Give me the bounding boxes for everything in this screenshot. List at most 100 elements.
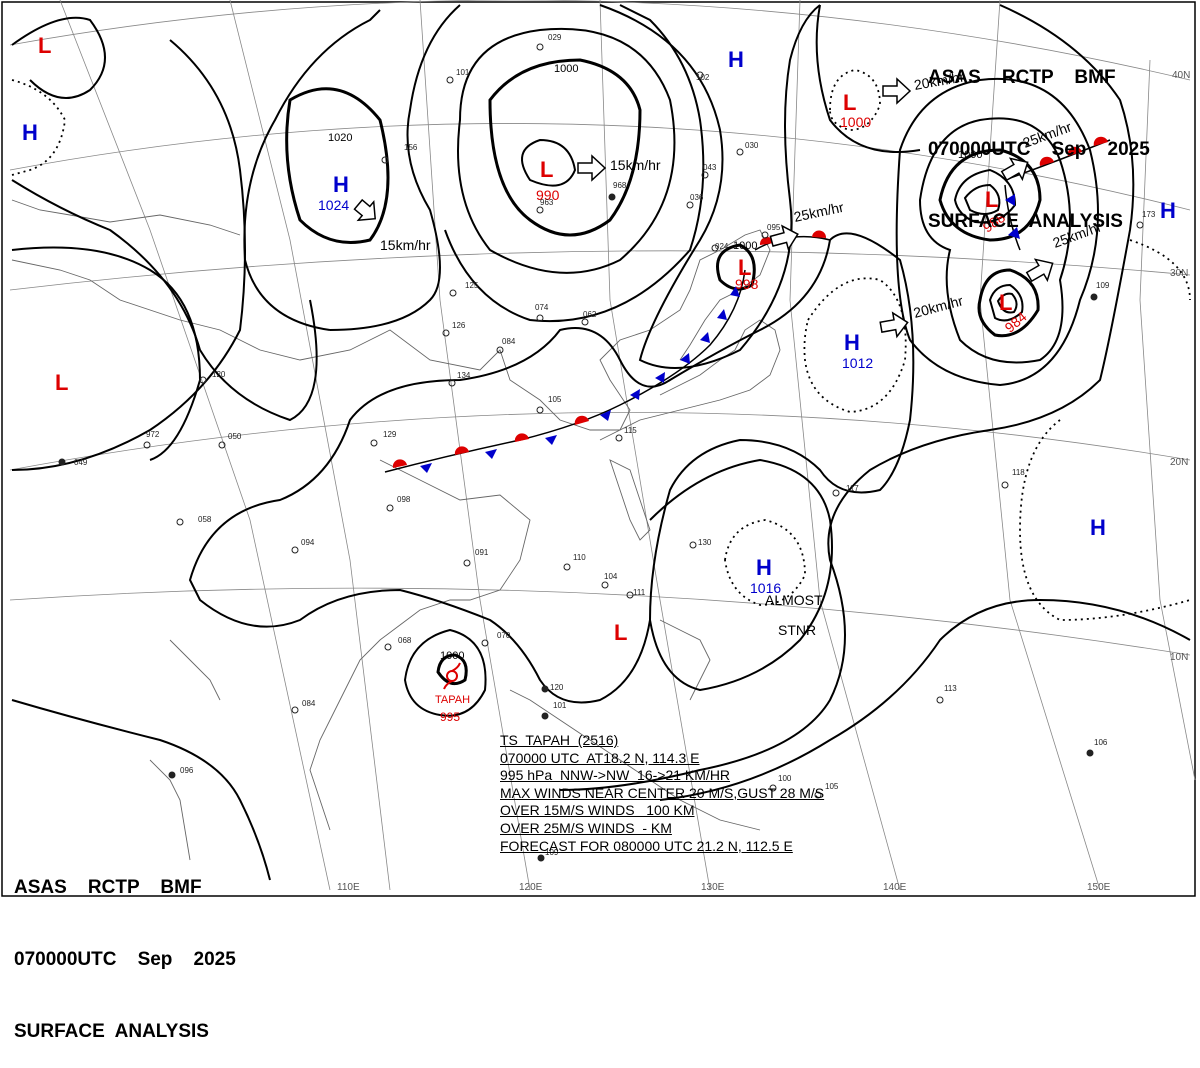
ts-bulletin-line7: FORECAST FOR 080000 UTC 21.2 N, 112.5 E	[500, 837, 793, 854]
svg-text:109: 109	[1096, 281, 1110, 290]
station: 098	[386, 495, 411, 512]
svg-text:115: 115	[624, 426, 637, 435]
station: 074	[535, 303, 549, 322]
low-center-s: L	[614, 620, 627, 645]
station: 113	[936, 684, 957, 704]
lat-label-10n: 10N	[1170, 652, 1188, 663]
station: 972	[143, 430, 160, 449]
station: 062	[581, 310, 597, 326]
header-top-line1: ASAS RCTP BMF	[928, 67, 1116, 88]
station: 118	[1001, 468, 1025, 489]
svg-text:036: 036	[690, 193, 704, 202]
station: 156	[381, 143, 418, 164]
station-plots: 029 101 156 102 963 968 036 043 030 024 …	[58, 33, 1156, 862]
movement-arrows	[353, 77, 1054, 339]
svg-text:049: 049	[74, 458, 88, 467]
svg-text:095: 095	[767, 223, 781, 232]
station: 024	[711, 242, 729, 252]
svg-text:104: 104	[604, 572, 618, 581]
ts-bulletin-line1: TS TAPAH (2516)	[500, 732, 619, 748]
station: 043	[701, 163, 717, 179]
high-center-west: H	[22, 120, 38, 145]
lat-label-30n: 30N	[1170, 268, 1188, 279]
station: 110	[563, 553, 586, 571]
low-value-1000: 1000	[840, 114, 871, 130]
high-center-1024: H	[333, 172, 349, 197]
svg-text:126: 126	[452, 321, 466, 330]
header-bottom: ASAS RCTP BMF 070000UTC Sep 2025 SURFACE…	[14, 828, 236, 1068]
svg-text:111: 111	[633, 588, 646, 597]
map-frame	[1, 1, 1196, 897]
wind-label: 15km/hr	[380, 237, 431, 253]
isobar-label: 1000	[958, 149, 982, 161]
pressure-systems: H 1024 H 1012 H 1016 H H H H L 990 L 998…	[22, 33, 1176, 724]
ts-bulletin-line3: 995 hPa NNW->NW 16->21 KM/HR	[500, 767, 731, 784]
station: 106	[1086, 738, 1108, 757]
station: 126	[442, 321, 466, 337]
header-top-line2: 070000UTC Sep 2025	[928, 139, 1150, 160]
station: 050	[218, 432, 242, 449]
svg-text:129: 129	[383, 430, 397, 439]
ts-bulletin-line4: MAX WINDS NEAR CENTER 20 M/S,GUST 28 M/S	[500, 784, 825, 801]
station: 100	[769, 774, 792, 792]
svg-text:102: 102	[696, 73, 710, 82]
svg-text:106: 106	[1094, 738, 1108, 747]
header-bottom-line2: 070000UTC Sep 2025	[14, 949, 236, 970]
svg-text:100: 100	[778, 774, 792, 783]
low-value-990: 990	[536, 187, 560, 203]
svg-text:117: 117	[846, 484, 859, 493]
svg-text:968: 968	[613, 181, 627, 190]
coastlines	[11, 199, 781, 861]
ts-bulletin-line2: 070000 UTC AT18.2 N, 114.3 E	[500, 749, 700, 766]
isobar-label: 1000	[733, 240, 757, 252]
svg-text:101: 101	[553, 701, 567, 710]
high-center-north: H	[728, 47, 744, 72]
station: 105	[536, 395, 562, 414]
svg-text:030: 030	[745, 141, 759, 150]
svg-text:156: 156	[404, 143, 418, 152]
almost-stnr-line2: STNR	[778, 622, 816, 638]
svg-text:084: 084	[302, 699, 316, 708]
low-center-w: L	[55, 370, 68, 395]
station: 120	[199, 370, 226, 384]
high-center-1012: H	[844, 330, 860, 355]
station: 049	[58, 458, 88, 467]
station: 129	[370, 430, 397, 447]
svg-text:024: 024	[715, 242, 729, 251]
svg-text:091: 091	[475, 548, 489, 557]
low-center-nw: L	[38, 33, 51, 58]
station: 109	[1090, 281, 1110, 301]
svg-text:110: 110	[573, 553, 586, 562]
svg-text:096: 096	[180, 766, 194, 775]
lon-label-140e: 140E	[883, 882, 907, 893]
lon-label-110e: 110E	[337, 882, 360, 893]
header-bottom-line3: SURFACE ANALYSIS	[14, 1021, 209, 1042]
svg-text:118: 118	[1012, 468, 1025, 477]
lat-label-20n: 20N	[1170, 457, 1188, 468]
station: 120	[541, 683, 564, 693]
svg-text:105: 105	[548, 395, 562, 404]
wind-label: 15km/hr	[610, 157, 661, 173]
svg-text:105: 105	[825, 782, 839, 791]
station: 134	[448, 371, 471, 387]
svg-text:084: 084	[502, 337, 516, 346]
svg-text:098: 098	[397, 495, 411, 504]
station: 104	[601, 572, 618, 589]
station: 036	[686, 193, 704, 209]
svg-text:120: 120	[212, 370, 226, 379]
ts-pressure-label: 995	[440, 710, 460, 724]
station: 968	[608, 181, 627, 201]
high-center-east: H	[1160, 198, 1176, 223]
svg-text:972: 972	[146, 430, 160, 439]
station: 173	[1136, 210, 1156, 229]
station: 109	[537, 848, 559, 862]
lon-label-150e: 150E	[1087, 882, 1111, 893]
tropical-storm-icon	[443, 662, 461, 690]
station: 111	[626, 588, 646, 599]
ts-bulletin-line6: OVER 25M/S WINDS - KM	[500, 819, 672, 836]
station: 101	[541, 701, 567, 720]
isobar-label: 1000	[440, 650, 464, 662]
svg-text:101: 101	[456, 68, 470, 77]
svg-text:062: 062	[583, 310, 597, 319]
svg-text:043: 043	[703, 163, 717, 172]
